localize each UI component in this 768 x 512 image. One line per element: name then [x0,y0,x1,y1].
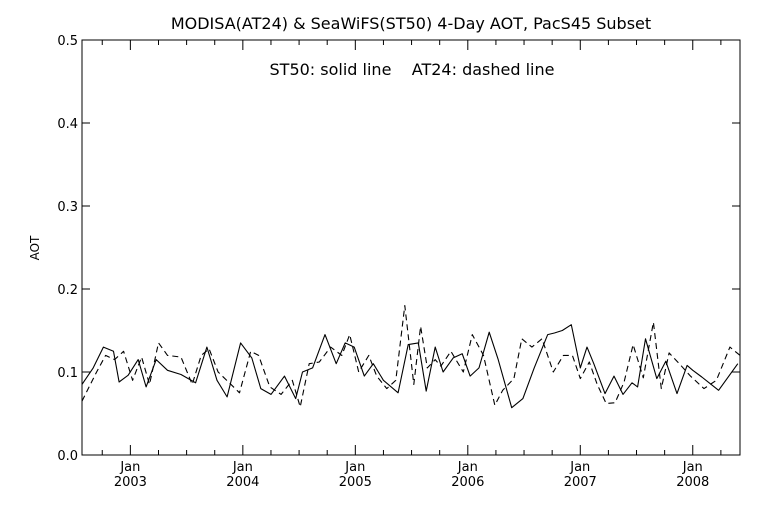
y-ticks: 0.0 0.1 0.2 0.3 0.4 0.5 [57,34,740,464]
y-tick-label: 0.0 [57,449,78,464]
x-tick-month-label: Jan [344,460,365,475]
y-tick-label: 0.2 [57,283,78,298]
x-tick-year-label: 2006 [451,475,484,490]
y-tick-label: 0.5 [57,34,78,49]
y-tick-label: 0.4 [57,117,78,132]
series-lines [81,305,741,409]
y-axis-label: AOT [28,235,42,260]
chart-title: MODISA(AT24) & SeaWiFS(ST50) 4-Day AOT, … [171,14,651,33]
x-tick-month-label: Jan [232,460,253,475]
x-tick-month-label: Jan [119,460,140,475]
series-line-at24 [81,305,741,408]
x-tick-year-label: 2003 [114,475,147,490]
x-tick-year-label: 2004 [226,475,259,490]
y-tick-label: 0.3 [57,200,78,215]
x-ticks: Jan2003Jan2004Jan2005Jan2006Jan2007Jan20… [101,40,722,490]
x-tick-month-label: Jan [682,460,703,475]
x-tick-year-label: 2005 [339,475,372,490]
x-tick-month-label: Jan [569,460,590,475]
y-tick-label: 0.1 [57,366,78,381]
x-tick-year-label: 2008 [676,475,709,490]
line-style-note: ST50: solid line AT24: dashed line [270,60,555,79]
x-tick-month-label: Jan [457,460,478,475]
x-tick-year-label: 2007 [564,475,597,490]
plot-frame [81,39,741,456]
